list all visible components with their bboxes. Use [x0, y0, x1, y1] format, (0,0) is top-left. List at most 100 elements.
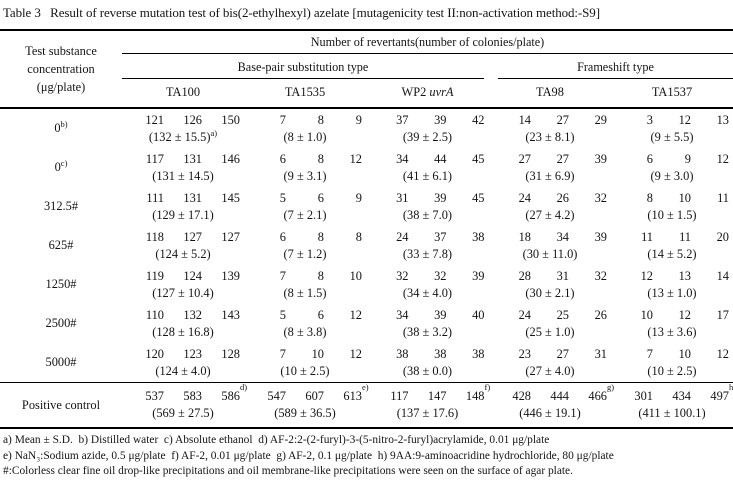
table-row: 625# 118 127 127 (124 ± 5.2) 6 8 8 (7 ± 1.2)… — [0, 226, 733, 265]
plate-counts: 38 38 38 — [366, 347, 489, 362]
plate-count: 547 — [267, 389, 286, 403]
table-row: 2500# 110 132 143 (128 ± 16.8) 5 6 12 (8 ± 3… — [0, 304, 733, 343]
plate-count: 12 — [716, 346, 729, 361]
strain-cell: 5 6 12 (8 ± 3.8) — [244, 304, 366, 343]
plate-count: 9 — [684, 151, 691, 166]
strain-cell: 8 10 11 (10 ± 1.5) — [611, 187, 733, 226]
plate-count: 150 — [221, 112, 240, 127]
plate-counts: 7 8 10 — [244, 269, 366, 284]
strain-cell: 117 131 146 (131 ± 14.5) — [122, 148, 244, 187]
plate-count: 121 — [145, 112, 164, 127]
strain-header-ta98: TA98 — [489, 79, 611, 109]
strain-cell: 537 583 586 d) (569 ± 27.5) — [122, 382, 248, 428]
plate-count: 44 — [434, 151, 447, 166]
strain-header-wp2uvra: WP2 uvrA — [366, 79, 489, 109]
plate-counts: 117 147 148 f) — [366, 383, 490, 404]
plate-count: 14 — [716, 268, 729, 283]
row-label: 312.5# — [0, 187, 122, 226]
plate-count: 537 — [145, 389, 164, 403]
strain-cell: 24 26 32 (27 ± 4.2) — [489, 187, 611, 226]
plate-count: 39 — [594, 229, 607, 244]
strain-cell: 110 132 143 (128 ± 16.8) — [122, 304, 244, 343]
plate-count: 14 — [518, 112, 531, 127]
row-label: 0b) — [0, 108, 122, 148]
plate-count: 10 — [349, 268, 362, 283]
mean-sd: (127 ± 10.4) — [152, 285, 214, 300]
plate-count: 23 — [518, 346, 531, 361]
plate-count: 301 — [634, 389, 653, 403]
mean-sd: (30 ± 11.0) — [522, 246, 578, 261]
plate-count: 38 — [472, 346, 485, 361]
plate-counts: 24 25 26 — [489, 308, 611, 323]
plate-count: 38 — [434, 346, 447, 361]
strain-cell: 7 8 9 (8 ± 1.0) — [244, 108, 366, 148]
plate-counts: 12 13 14 — [611, 269, 733, 284]
strain-label: TA98 — [536, 85, 564, 99]
plate-count: 32 — [594, 190, 607, 205]
strain-cell: 23 27 31 (27 ± 4.0) — [489, 343, 611, 383]
mean-sd: (14 ± 5.2) — [647, 246, 697, 261]
mean-sd: (39 ± 2.5) — [402, 129, 453, 144]
row-label: 2500# — [0, 304, 122, 343]
mean-sd: (38 ± 7.0) — [402, 207, 453, 222]
plate-count: 12 — [349, 307, 362, 322]
plate-counts: 32 32 39 — [366, 269, 489, 284]
mean-sd: (27 ± 4.0) — [525, 363, 575, 378]
plate-count: 31 — [594, 346, 607, 361]
plate-count: 10 — [640, 307, 653, 322]
group-header-basepair: Base-pair substitution type — [122, 54, 489, 79]
mean-sd: (34 ± 4.0) — [402, 285, 453, 300]
strain-cell: 117 147 148 f) (137 ± 17.6) — [366, 382, 490, 428]
plate-counts: 10 12 17 — [611, 308, 733, 323]
plate-counts: 110 132 143 — [122, 308, 244, 323]
plate-count: 120 — [145, 346, 164, 361]
strain-cell: 14 27 29 (23 ± 8.1) — [489, 108, 611, 148]
plate-count: 119 — [145, 268, 164, 283]
mean-sd: (8 ± 3.8) — [283, 324, 327, 339]
plate-count: 17 — [716, 307, 729, 322]
plate-counts: 24 37 38 — [366, 230, 489, 245]
strain-cell: 27 27 39 (31 ± 6.9) — [489, 148, 611, 187]
strain-cell: 428 444 466 g) (446 ± 19.1) — [489, 382, 614, 428]
row-label: Positive control — [0, 382, 122, 428]
mean-sd: (9 ± 5.5) — [650, 129, 694, 144]
plate-counts: 34 44 45 — [366, 152, 489, 167]
strain-cell: 37 39 42 (39 ± 2.5) — [366, 108, 489, 148]
row-label: 0c) — [0, 148, 122, 187]
table-header: Test substance concentration (μg/plate) … — [0, 30, 733, 109]
table-row: 0c) 117 131 146 (131 ± 14.5) 6 8 12 (9 ± 3.1… — [0, 148, 733, 187]
strain-header-ta100: TA100 — [122, 79, 244, 109]
strain-cell: 111 131 145 (129 ± 17.1) — [122, 187, 244, 226]
plate-count: 607 — [305, 389, 324, 403]
strain-cell: 6 8 8 (7 ± 1.2) — [244, 226, 366, 265]
mean-sd: (124 ± 4.0) — [155, 363, 211, 378]
plate-counts: 117 131 146 — [122, 152, 244, 167]
dose-label-superscript: b) — [60, 118, 68, 129]
plate-counts: 27 27 39 — [489, 152, 611, 167]
mean-sd: (13 ± 1.0) — [647, 285, 697, 300]
plate-count: 586 d) — [221, 382, 248, 403]
plate-count: 27 — [518, 151, 531, 166]
plate-count: 10 — [678, 346, 691, 361]
mean-sd: (446 ± 19.1) — [519, 406, 581, 420]
plate-count: 32 — [434, 268, 447, 283]
mean-sd: (411 ± 100.1) — [638, 406, 706, 420]
dose-label: 2500# — [45, 316, 77, 330]
plate-count: 6 — [279, 229, 286, 244]
mean-sd: (137 ± 17.6) — [396, 406, 459, 420]
plate-counts: 34 39 40 — [366, 308, 489, 323]
plate-count: 9 — [355, 190, 362, 205]
mean-sd: (25 ± 1.0) — [525, 324, 575, 339]
footnote-line-2: e) NaN₃:Sodium azide, 0.5 μg/plate f) AF… — [3, 449, 614, 462]
mean-sd: (129 ± 17.1) — [152, 207, 214, 222]
plate-counts: 6 8 8 — [244, 230, 366, 245]
plate-count: 34 — [396, 307, 409, 322]
plate-counts: 121 126 150 — [122, 113, 244, 128]
strain-cell: 119 124 139 (127 ± 10.4) — [122, 265, 244, 304]
plate-count: 127 — [183, 229, 202, 244]
plate-count: 143 — [221, 307, 240, 322]
strain-cell: 12 13 14 (13 ± 1.0) — [611, 265, 733, 304]
